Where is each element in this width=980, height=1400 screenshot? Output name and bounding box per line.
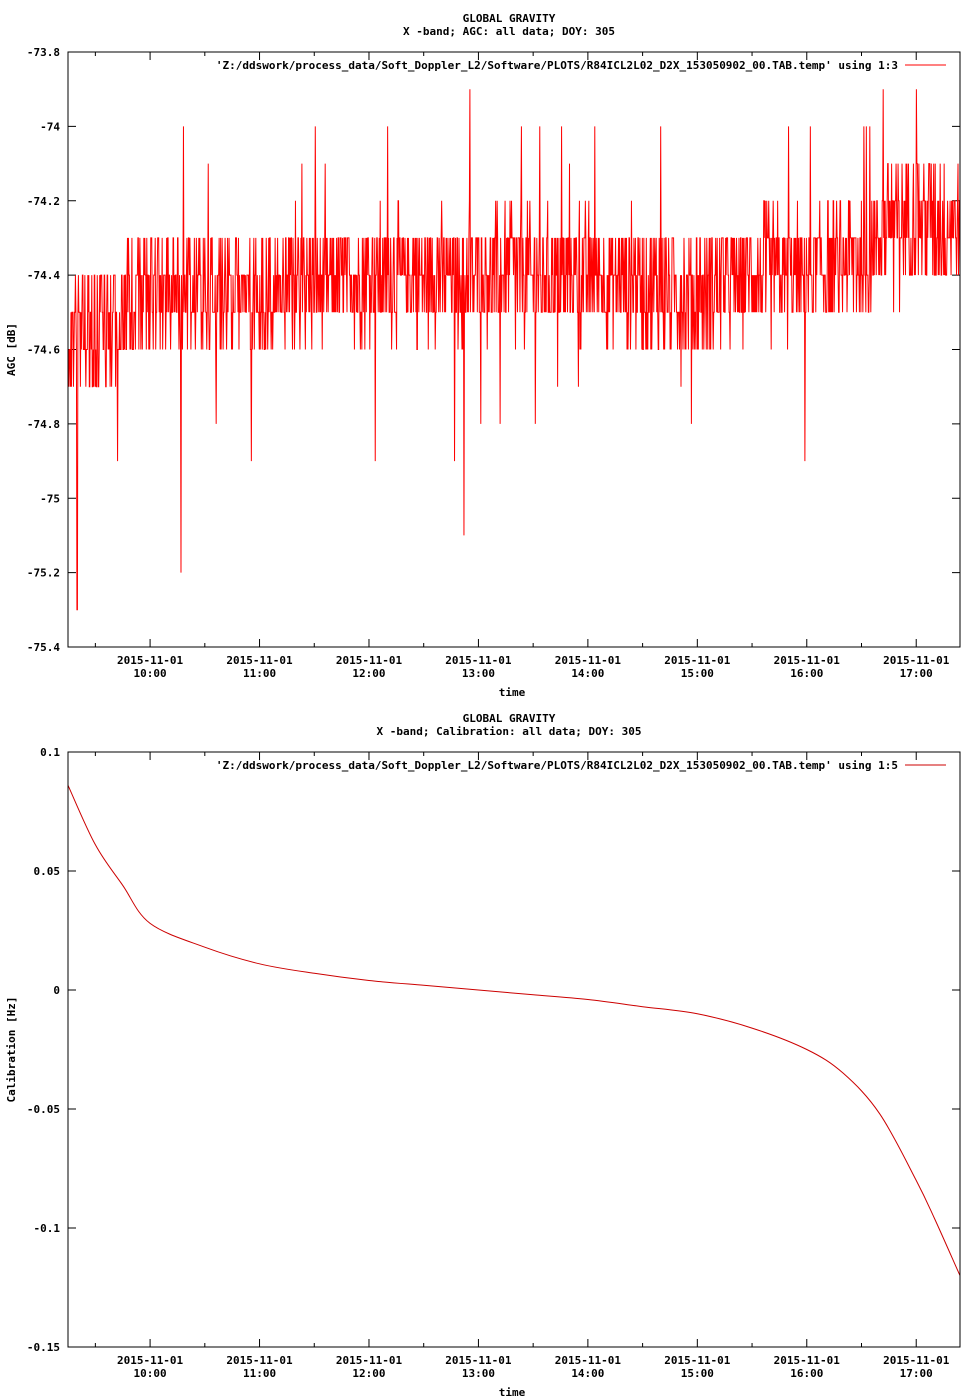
x-tick-time: 14:00 (571, 667, 604, 680)
x-tick-time: 11:00 (243, 1367, 276, 1380)
x-tick-date: 2015-11-01 (336, 654, 403, 667)
y-tick-label: 0.05 (34, 865, 61, 878)
x-tick-time: 12:00 (352, 1367, 385, 1380)
y-tick-label: -75.2 (27, 567, 60, 580)
x-tick-date: 2015-11-01 (226, 1354, 293, 1367)
x-tick-time: 15:00 (681, 1367, 714, 1380)
y-tick-label: 0 (53, 984, 60, 997)
y-tick-label: -74 (40, 120, 60, 133)
legend-label: 'Z:/ddswork/process_data/Soft_Doppler_L2… (216, 759, 898, 772)
y-tick-label: -0.1 (34, 1222, 61, 1235)
x-tick-date: 2015-11-01 (664, 1354, 731, 1367)
chart-subtitle: X -band; AGC: all data; DOY: 305 (403, 25, 615, 38)
x-tick-time: 17:00 (900, 1367, 933, 1380)
x-tick-date: 2015-11-01 (555, 1354, 622, 1367)
y-tick-label: -0.05 (27, 1103, 60, 1116)
x-tick-date: 2015-11-01 (117, 654, 184, 667)
x-tick-date: 2015-11-01 (883, 654, 950, 667)
x-axis-label: time (499, 686, 526, 699)
chart-subtitle: X -band; Calibration: all data; DOY: 305 (377, 725, 642, 738)
x-tick-date: 2015-11-01 (664, 654, 731, 667)
legend-label: 'Z:/ddswork/process_data/Soft_Doppler_L2… (216, 59, 898, 72)
x-tick-time: 10:00 (134, 1367, 167, 1380)
x-tick-date: 2015-11-01 (445, 654, 512, 667)
series-line-0 (67, 785, 961, 1276)
x-tick-time: 10:00 (134, 667, 167, 680)
y-axis-label: Calibration [Hz] (5, 997, 18, 1103)
series-line-0 (67, 89, 960, 611)
x-tick-date: 2015-11-01 (117, 1354, 184, 1367)
plot-frame (67, 51, 961, 648)
x-tick-time: 13:00 (462, 667, 495, 680)
x-tick-time: 12:00 (352, 667, 385, 680)
y-tick-label: -75.4 (27, 641, 60, 654)
x-tick-time: 16:00 (790, 1367, 823, 1380)
y-tick-label: -74.2 (27, 195, 60, 208)
x-tick-time: 14:00 (571, 1367, 604, 1380)
x-tick-time: 15:00 (681, 667, 714, 680)
chart-title: GLOBAL GRAVITY (463, 712, 556, 725)
x-tick-date: 2015-11-01 (445, 1354, 512, 1367)
x-tick-time: 17:00 (900, 667, 933, 680)
x-tick-time: 13:00 (462, 1367, 495, 1380)
y-tick-label: -75 (40, 492, 60, 505)
x-tick-date: 2015-11-01 (226, 654, 293, 667)
y-tick-label: -0.15 (27, 1341, 60, 1354)
plot-frame (67, 751, 961, 1348)
x-tick-time: 11:00 (243, 667, 276, 680)
y-tick-label: 0.1 (40, 746, 60, 759)
x-axis-label: time (499, 1386, 526, 1399)
y-tick-label: -74.8 (27, 418, 60, 431)
x-tick-date: 2015-11-01 (336, 1354, 403, 1367)
y-tick-label: -74.4 (27, 269, 60, 282)
x-tick-date: 2015-11-01 (774, 1354, 841, 1367)
x-tick-time: 16:00 (790, 667, 823, 680)
y-axis-label: AGC [dB] (5, 323, 18, 376)
x-tick-date: 2015-11-01 (774, 654, 841, 667)
y-tick-label: -73.8 (27, 46, 60, 59)
y-tick-label: -74.6 (27, 344, 60, 357)
chart-title: GLOBAL GRAVITY (463, 12, 556, 25)
x-tick-date: 2015-11-01 (883, 1354, 950, 1367)
x-tick-date: 2015-11-01 (555, 654, 622, 667)
